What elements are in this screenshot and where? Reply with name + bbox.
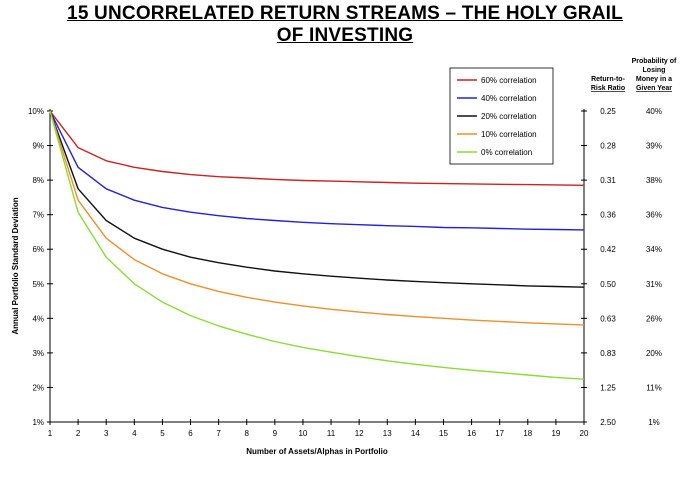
x-tick-label: 4 xyxy=(132,429,137,438)
return-to-risk-ratio: 0.36 xyxy=(600,211,616,220)
x-axis-title: Number of Assets/Alphas in Portfolio xyxy=(246,447,388,456)
x-tick-label: 7 xyxy=(216,429,221,438)
return-to-risk-ratio: 2.50 xyxy=(600,418,616,427)
x-tick-label: 3 xyxy=(104,429,109,438)
probability-of-loss: 20% xyxy=(646,349,662,358)
probability-of-loss: 31% xyxy=(646,280,662,289)
series-line-5 xyxy=(49,110,585,380)
probability-of-loss: 26% xyxy=(646,314,662,323)
legend-label: 40% correlation xyxy=(481,94,537,103)
x-tick-label: 11 xyxy=(327,429,336,438)
probability-of-loss: 11% xyxy=(646,383,661,392)
return-to-risk-ratio: 1.25 xyxy=(600,383,616,392)
x-tick-label: 6 xyxy=(188,429,193,438)
legend-label: 0% correlation xyxy=(481,148,532,157)
probability-header-line: Probability of xyxy=(632,58,677,65)
return-to-risk-ratio: 0.50 xyxy=(600,280,616,289)
return-to-risk-ratio: 0.63 xyxy=(600,314,616,323)
x-tick-label: 12 xyxy=(355,429,364,438)
probability-header-line: Losing xyxy=(643,67,666,74)
probability-of-loss: 40% xyxy=(646,107,662,116)
y-tick-label: 2% xyxy=(32,383,44,392)
ratio-header-line: Risk Ratio xyxy=(591,85,625,92)
x-tick-label: 13 xyxy=(383,429,392,438)
chart-title-line-2: OF INVESTING xyxy=(276,25,414,46)
x-tick-label: 10 xyxy=(298,429,307,438)
x-tick-label: 8 xyxy=(245,429,250,438)
probability-header-line: Money in a xyxy=(636,76,672,83)
series-line-2 xyxy=(49,110,585,231)
x-tick-label: 17 xyxy=(495,429,504,438)
return-to-risk-ratio: 0.31 xyxy=(600,176,616,185)
chart-title-line-1: 15 UNCORRELATED RETURN STREAMS – THE HOL… xyxy=(67,3,623,24)
x-tick-label: 1 xyxy=(48,429,53,438)
return-to-risk-ratio: 0.83 xyxy=(600,349,616,358)
x-tick-label: 5 xyxy=(160,429,165,438)
x-tick-label: 14 xyxy=(411,429,420,438)
y-tick-label: 8% xyxy=(32,176,44,185)
y-tick-label: 3% xyxy=(32,349,44,358)
legend-label: 10% correlation xyxy=(481,130,537,139)
probability-of-loss: 36% xyxy=(646,211,662,220)
x-tick-label: 2 xyxy=(76,429,81,438)
y-tick-label: 9% xyxy=(32,142,44,151)
y-tick-label: 10% xyxy=(28,107,44,116)
series-line-1 xyxy=(49,110,585,186)
y-tick-label: 5% xyxy=(32,280,44,289)
series-line-3 xyxy=(49,110,585,288)
probability-of-loss: 39% xyxy=(646,142,662,151)
return-to-risk-ratio: 0.28 xyxy=(600,142,616,151)
series-line-4 xyxy=(49,110,585,326)
y-tick-label: 6% xyxy=(32,245,44,254)
probability-of-loss: 38% xyxy=(646,176,662,185)
x-tick-label: 20 xyxy=(580,429,589,438)
x-tick-label: 18 xyxy=(523,429,532,438)
x-tick-label: 9 xyxy=(273,429,278,438)
return-to-risk-ratio: 0.42 xyxy=(600,245,616,254)
legend-label: 60% correlation xyxy=(481,76,537,85)
legend-label: 20% correlation xyxy=(481,112,537,121)
x-tick-label: 15 xyxy=(439,429,448,438)
x-tick-label: 16 xyxy=(467,429,476,438)
y-axis-title: Annual Portfolio Standard Deviation xyxy=(11,197,20,334)
y-tick-label: 4% xyxy=(32,314,44,323)
x-tick-label: 19 xyxy=(551,429,560,438)
probability-of-loss: 1% xyxy=(648,418,660,427)
return-to-risk-ratio: 0.25 xyxy=(600,107,616,116)
y-tick-label: 1% xyxy=(32,418,44,427)
y-tick-label: 7% xyxy=(32,211,44,220)
probability-header-line: Given Year xyxy=(636,85,672,92)
probability-of-loss: 34% xyxy=(646,245,662,254)
ratio-header-line: Return-to- xyxy=(591,76,625,83)
